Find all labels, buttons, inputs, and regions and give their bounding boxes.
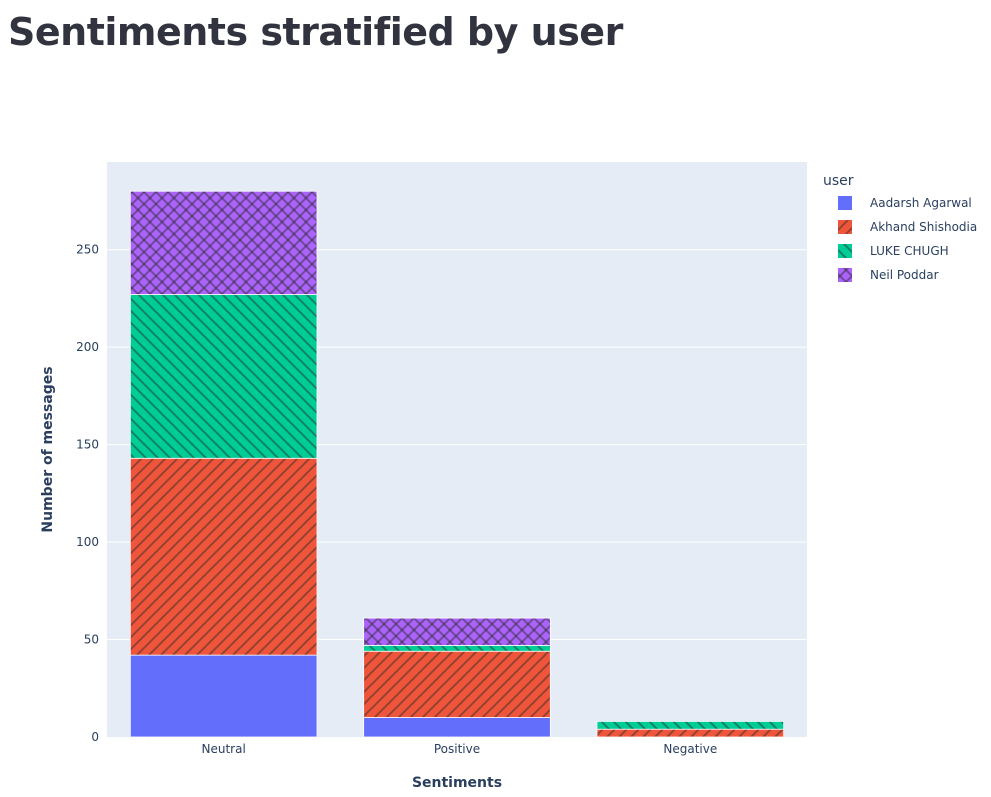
bar-segment <box>129 294 318 459</box>
y-tick-label: 100 <box>76 535 99 549</box>
bar-segment <box>596 721 785 730</box>
bars <box>129 190 785 738</box>
y-axis-ticks: 0 50 100 150 200 250 <box>76 243 99 744</box>
y-tick-label: 200 <box>76 340 99 354</box>
x-axis-title: Sentiments <box>412 775 502 791</box>
legend-swatch[interactable] <box>838 220 852 234</box>
legend-item-label[interactable]: Neil Poddar <box>870 268 939 282</box>
legend: user Aadarsh Agarwal Akhand Shishodia LUKE… <box>823 173 977 282</box>
legend-item-label[interactable]: Akhand Shishodia <box>870 220 977 234</box>
legend-swatch[interactable] <box>838 268 852 282</box>
page-title: Sentiments stratified by user <box>8 10 623 54</box>
y-tick-label: 150 <box>76 438 99 452</box>
bar-segment <box>129 190 318 295</box>
bar-segment <box>129 654 318 738</box>
legend-title: user <box>823 173 854 189</box>
bar-segment <box>363 717 551 738</box>
legend-item-label[interactable]: LUKE CHUGH <box>870 244 949 258</box>
bar-segment <box>363 644 551 652</box>
bar-segment <box>363 617 551 646</box>
legend-item-label[interactable]: Aadarsh Agarwal <box>870 196 972 210</box>
y-tick-label: 0 <box>91 730 99 744</box>
bar-segment <box>129 457 318 656</box>
legend-swatch[interactable] <box>838 244 852 258</box>
bar-segment <box>363 650 551 718</box>
y-axis-title: Number of messages <box>40 366 56 532</box>
x-tick-label: Positive <box>434 742 480 756</box>
x-axis-ticks: Neutral Positive Negative <box>202 742 718 756</box>
bar-segment <box>596 728 785 738</box>
y-tick-label: 250 <box>76 243 99 257</box>
y-tick-label: 50 <box>84 633 99 647</box>
x-tick-label: Negative <box>663 742 717 756</box>
legend-swatch[interactable] <box>838 196 852 210</box>
x-tick-label: Neutral <box>202 742 246 756</box>
